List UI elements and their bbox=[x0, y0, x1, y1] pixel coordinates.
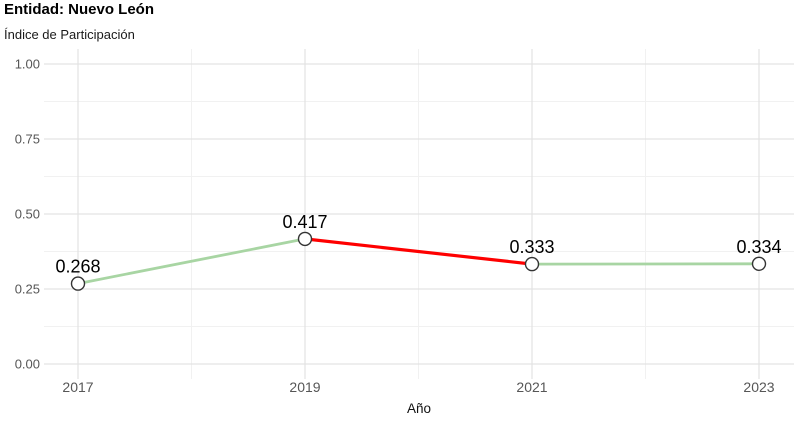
data-point-label: 0.417 bbox=[282, 212, 327, 232]
x-tick-label: 2019 bbox=[289, 379, 320, 395]
data-point-label: 0.268 bbox=[55, 257, 100, 277]
data-point bbox=[751, 256, 767, 271]
chart-subtitle: Índice de Participación bbox=[4, 27, 135, 42]
trend-segment bbox=[303, 237, 534, 266]
x-tick-label: 2023 bbox=[743, 379, 774, 395]
data-point-label: 0.334 bbox=[736, 237, 781, 257]
data-point bbox=[70, 276, 86, 291]
y-tick-label: 0.50 bbox=[15, 207, 40, 222]
y-tick-label: 1.00 bbox=[15, 57, 40, 72]
data-point-label: 0.333 bbox=[509, 237, 554, 257]
x-tick-label: 2021 bbox=[516, 379, 547, 395]
chart-title: Entidad: Nuevo León bbox=[4, 1, 154, 18]
y-tick-label: 0.00 bbox=[15, 357, 40, 372]
y-tick-label: 0.25 bbox=[15, 282, 40, 297]
data-point bbox=[524, 256, 540, 272]
x-axis-title: Año bbox=[407, 401, 431, 416]
x-tick-label: 2017 bbox=[62, 379, 93, 395]
data-point bbox=[297, 231, 313, 247]
trend-segment bbox=[76, 237, 307, 286]
y-tick-label: 0.75 bbox=[15, 132, 40, 147]
